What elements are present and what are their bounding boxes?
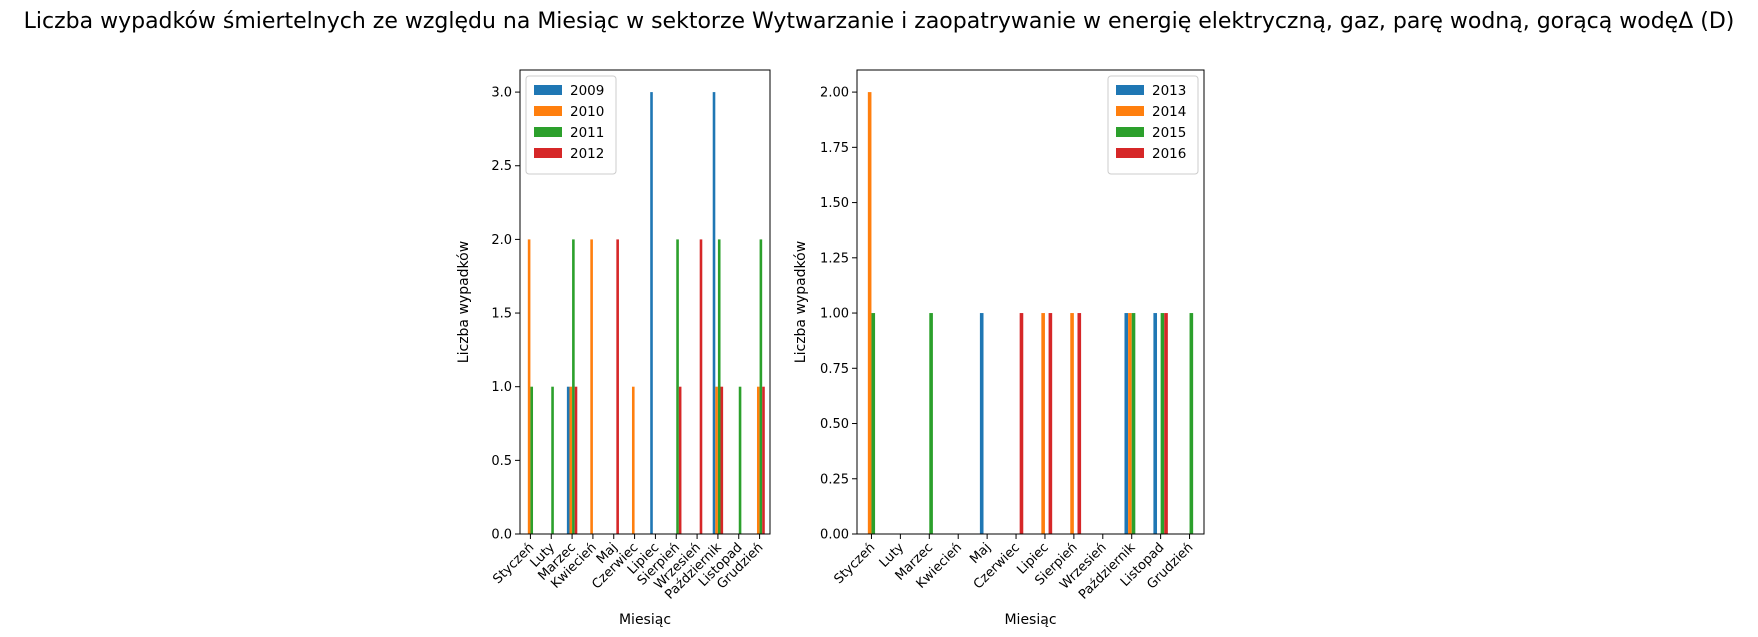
bar-2012-marzec [574,386,578,534]
legend-swatch-2014 [1116,106,1144,116]
legend-swatch-2012 [534,148,562,158]
y-tick-label: 1.50 [820,196,849,211]
legend-label-2011: 2011 [570,125,604,141]
y-tick-label: 1.75 [820,141,849,156]
bar-2012-wrzesien [699,239,703,534]
bar-2010-kwiecien [590,239,593,534]
bar-2009-lipiec [650,92,653,534]
legend-label-2013: 2013 [1152,83,1186,99]
legend: 2009 2010 2011 2012 [525,75,617,175]
legend-label-2015: 2015 [1152,125,1186,141]
legend-swatch-2016 [1116,148,1144,158]
bar-2009-marzec [566,386,570,534]
y-tick-label: 1.00 [820,307,849,322]
bar-2014-lipiec [1041,313,1045,534]
bar-2011-luty [551,386,554,534]
bar-2015-marzec [929,313,933,534]
bar-2010-styczen [527,239,531,534]
legend: 2013 2014 2015 2016 [1107,75,1199,175]
x-axis-label: Miesiąc [1004,612,1056,628]
bar-2011-marzec [572,239,575,534]
bar-2015-styczen [871,313,876,534]
y-tick-label: 2.0 [491,233,512,248]
bar-2012-sierpien [678,386,682,534]
legend-swatch-2015 [1116,127,1144,137]
y-tick-label: 1.25 [820,251,849,266]
legend-label-2009: 2009 [570,83,604,99]
bar-2011-listopad [738,386,742,534]
legend-label-2010: 2010 [570,104,604,120]
y-axis-label: Liczba wypadków [456,241,472,363]
x-axis-label: Miesiąc [619,612,671,628]
chart-title: Liczba wypadków śmiertelnych ze względu … [24,9,1735,34]
bar-2015-listopad [1160,313,1165,534]
x-tick-label-styczen: Styczeń [831,540,878,587]
legend-swatch-2013 [1116,85,1144,95]
bar-2015-grudzien [1189,313,1194,534]
bar-2013-maj [979,313,984,534]
left-subplot: 0.00.51.01.52.02.53.0StyczeńLutyMarzecKw… [456,69,771,628]
y-tick-label: 2.5 [491,159,512,174]
plot-frame [519,69,771,535]
y-tick-label: 1.0 [491,380,512,395]
bar-2010-czerwiec [631,386,635,534]
y-tick-label: 0.25 [820,472,849,487]
bar-2015-pazdziernik [1131,313,1136,534]
bar-2012-pazdziernik [720,386,724,534]
bar-2011-sierpien [676,239,679,534]
legend-swatch-2010 [534,106,562,116]
y-tick-label: 1.5 [491,307,512,322]
bar-2009-pazdziernik [712,92,716,534]
bar-2011-grudzien [759,239,763,534]
bar-2012-maj [616,239,619,534]
plot-frame [856,69,1205,535]
legend-swatch-2011 [534,127,562,137]
bar-2011-styczen [530,386,534,534]
bar-2014-sierpien [1070,313,1074,534]
bar-2011-pazdziernik [717,239,721,534]
bar-2016-sierpien [1077,313,1082,534]
y-tick-label: 2.00 [820,86,849,101]
right-subplot: 0.00 0.25 0.50 0.75 1.00 1.25 1.50 1.75 2.00 Styc… [793,69,1205,628]
y-tick-label: 0.75 [820,362,849,377]
legend-label-2012: 2012 [570,146,604,162]
bar-2010-pazdziernik [715,386,718,534]
y-tick-label: 0.5 [491,454,512,469]
bar-2010-grudzien [756,386,760,534]
y-tick-label: 0.0 [491,528,512,543]
bar-2014-pazdziernik [1128,313,1132,534]
bar-2010-marzec [569,386,573,534]
y-tick-label: 3.0 [491,86,512,101]
y-tick-label: 0.00 [820,528,849,543]
legend-swatch-2009 [534,85,562,95]
legend-label-2014: 2014 [1152,104,1186,120]
bar-2016-listopad [1164,313,1168,534]
bar-2013-pazdziernik [1124,313,1129,534]
bar-2012-grudzien [762,386,765,534]
bar-2013-listopad [1153,313,1158,534]
bar-2016-czerwiec [1019,313,1024,534]
y-axis-label: Liczba wypadków [793,241,809,363]
bar-2014-styczen [867,92,872,534]
y-tick-label: 0.50 [820,417,849,432]
bar-2016-lipiec [1048,313,1053,534]
legend-label-2016: 2016 [1152,146,1186,162]
